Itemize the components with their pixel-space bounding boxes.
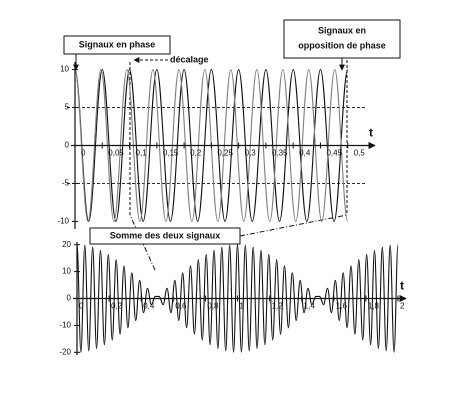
y-tick-label: 0 <box>67 294 72 303</box>
x-tick-label: 0,6 <box>175 302 187 311</box>
x-tick-label: 2 <box>400 302 405 311</box>
signal-line <box>74 69 349 222</box>
annotation: opposition de phase <box>298 40 386 50</box>
guide-line <box>239 214 348 237</box>
annotation: Signaux en phase <box>79 39 156 49</box>
y-tick-label: 5 <box>65 103 70 112</box>
x-tick-label: 0,1 <box>136 149 148 158</box>
y-tick-label: 10 <box>62 267 71 276</box>
x-tick-label: 0,15 <box>163 149 179 158</box>
x-tick-label: 1,4 <box>304 302 316 311</box>
y-tick-label: -10 <box>59 321 71 330</box>
y-tick-label: 10 <box>60 65 69 74</box>
y-tick-label: 0 <box>65 141 70 150</box>
annotation-box <box>89 227 241 245</box>
y-tick-label: -5 <box>62 179 70 188</box>
x-tick-label: 0,2 <box>111 302 123 311</box>
x-tick-label: 1,2 <box>272 302 284 311</box>
x-tick-label: 1,6 <box>336 302 348 311</box>
y-tick-label: -10 <box>57 217 69 226</box>
signal-line <box>76 244 399 353</box>
x-tick-label: 0,4 <box>143 302 155 311</box>
x-tick-label: 0,4 <box>299 149 311 158</box>
annotation: Signaux en <box>318 25 366 35</box>
x-tick-label: 0,25 <box>217 149 233 158</box>
x-tick-label: 0 <box>79 302 84 311</box>
plots: t0 0,05 0,1 0,15 0,2 0,25 0,3 0,35 0,4 0,45 0,5-10… <box>57 62 407 356</box>
x-tick-label: 0 <box>81 149 86 158</box>
x-axis-label: t <box>369 126 373 140</box>
x-axis-label: t <box>400 279 404 293</box>
y-tick-label: -20 <box>59 347 71 356</box>
x-tick-label: 0,2 <box>190 149 202 158</box>
x-tick-label: 0,45 <box>326 149 342 158</box>
x-tick-label: 1 <box>239 302 244 311</box>
y-tick-label: 20 <box>62 240 71 249</box>
annotation-box <box>63 35 171 55</box>
x-tick-label: 0,35 <box>272 149 288 158</box>
x-tick-label: 0,8 <box>207 302 219 311</box>
x-tick-label: 0,05 <box>108 149 124 158</box>
x-tick-label: 1,8 <box>368 302 380 311</box>
x-tick-label: 0,5 <box>354 149 366 158</box>
annotation: décalage <box>170 54 209 64</box>
annotation: Somme des deux signaux <box>110 230 221 240</box>
x-tick-label: 0,3 <box>245 149 257 158</box>
annotation-box <box>283 19 401 59</box>
